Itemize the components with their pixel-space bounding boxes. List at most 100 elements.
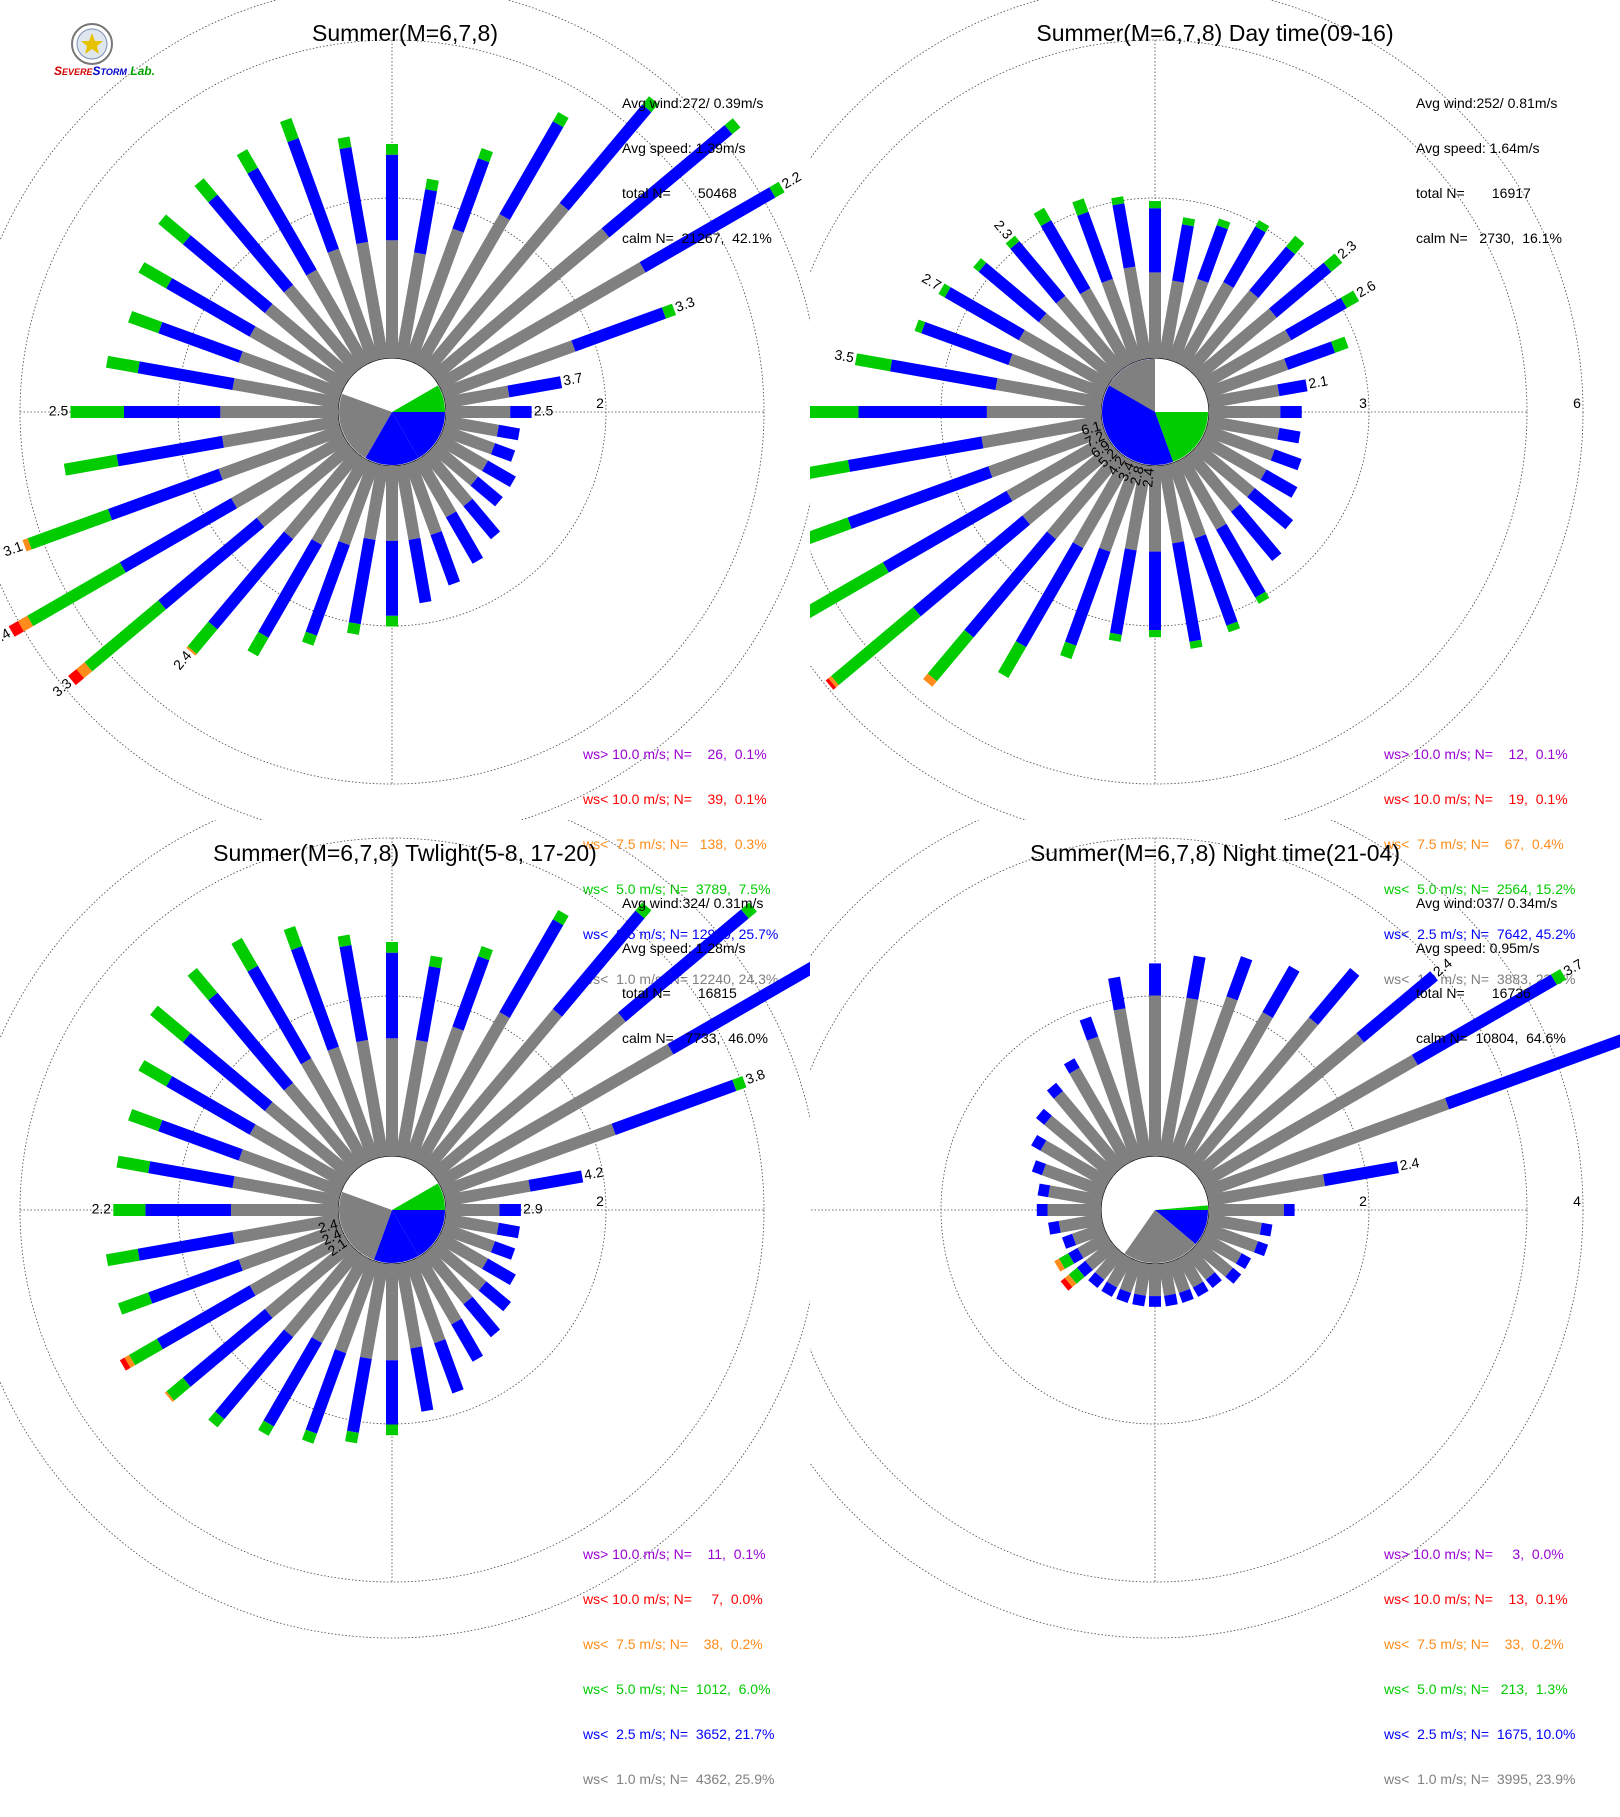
bar-segment-lt1 bbox=[1101, 278, 1143, 364]
bar-segment-lt1 bbox=[444, 1213, 499, 1235]
bar-segment-lt7_5 bbox=[186, 646, 197, 656]
bar-segment-lt5 bbox=[113, 1204, 146, 1216]
bar-segment-lt1 bbox=[413, 1011, 510, 1167]
bar-segment-lt1 bbox=[1207, 415, 1280, 440]
direction-bar bbox=[1060, 1240, 1118, 1291]
direction-bar bbox=[1198, 1231, 1252, 1269]
bar-segment-lt1 bbox=[1006, 433, 1112, 502]
bar-segment-lt2_5 bbox=[1172, 224, 1194, 283]
direction-bar bbox=[116, 1155, 340, 1207]
bar-segment-lt1 bbox=[435, 433, 489, 471]
bar-segment-lt2_5 bbox=[1223, 226, 1266, 288]
bar-segment-lt2_5 bbox=[215, 1329, 294, 1420]
direction-bar bbox=[1192, 971, 1438, 1180]
bar-label: 2.6 bbox=[1354, 277, 1379, 301]
bar-segment-lt2_5 bbox=[858, 406, 987, 418]
bar-segment-lt2_5 bbox=[1230, 504, 1282, 562]
direction-bar bbox=[1036, 1204, 1101, 1216]
bar-segment-lt2_5 bbox=[913, 515, 1031, 617]
calm-wedge bbox=[1155, 1210, 1208, 1245]
radial-tick-label: 4 bbox=[1573, 1193, 1581, 1209]
bar-segment-lt5 bbox=[1005, 235, 1020, 249]
windrose-panel-twilight: 2462.53.84.22.92.22.42.42.1 Summer(M=6,7… bbox=[0, 820, 810, 1787]
stat-total-n: total N= 50468 bbox=[622, 185, 737, 201]
bar-segment-lt2_5 bbox=[1149, 963, 1161, 996]
bar-segment-lt1 bbox=[264, 1240, 355, 1319]
bar-segment-lt2_5 bbox=[1270, 449, 1302, 471]
bar-segment-lt2_5 bbox=[1284, 341, 1336, 370]
bar-segment-lt1 bbox=[1203, 1222, 1259, 1253]
bar-segment-lt1 bbox=[395, 1262, 423, 1349]
bar-segment-lt2_5 bbox=[148, 1259, 243, 1304]
bar-segment-lt1 bbox=[1069, 1067, 1134, 1167]
bar-segment-lt1 bbox=[446, 406, 511, 418]
legend-lt2_5: ws< 2.5 m/s; N= 3652, 21.7% bbox=[583, 1726, 775, 1742]
direction-bar bbox=[810, 415, 1103, 502]
stat-avg-speed: Avg speed: 1.39m/s bbox=[622, 140, 746, 156]
direction-bar bbox=[1036, 1108, 1118, 1180]
bar-segment-lt1 bbox=[283, 1247, 362, 1338]
bar-segment-lt1 bbox=[283, 284, 362, 375]
bar-segment-lt2_5 bbox=[496, 424, 520, 441]
direction-bar bbox=[1208, 1204, 1295, 1216]
bar-segment-lt2_5 bbox=[339, 147, 369, 244]
bar-segment-lt1 bbox=[232, 1176, 340, 1207]
bar-segment-lt1 bbox=[1158, 1262, 1176, 1296]
direction-bar bbox=[337, 136, 389, 360]
stat-calm-n: calm N= 10804, 64.6% bbox=[1416, 1030, 1566, 1046]
direction-bar bbox=[825, 442, 1118, 690]
bar-segment-lt1 bbox=[359, 1262, 389, 1360]
bar-segment-lt1 bbox=[249, 326, 349, 391]
bar-segment-lt2_5 bbox=[496, 1222, 520, 1239]
bar-segment-lt1 bbox=[386, 240, 398, 358]
direction-bar bbox=[429, 902, 757, 1180]
bar-segment-lt2_5 bbox=[386, 1360, 398, 1425]
bar-segment-lt1 bbox=[1123, 266, 1152, 360]
direction-bar bbox=[1203, 336, 1349, 400]
direction-bar bbox=[440, 1076, 747, 1198]
bar-segment-lt2_5 bbox=[482, 460, 516, 487]
bar-segment-lt7_5 bbox=[76, 662, 93, 679]
bar-segment-lt1 bbox=[1167, 996, 1238, 1162]
direction-bar bbox=[395, 1262, 434, 1412]
bar-segment-lt1 bbox=[422, 1009, 562, 1173]
bar-segment-lt1 bbox=[283, 1082, 362, 1173]
direction-bar bbox=[444, 1213, 520, 1239]
legend-lt1: ws< 1.0 m/s; N= 3883, 23.0% bbox=[1384, 971, 1576, 987]
bar-segment-lt2_5 bbox=[305, 541, 350, 636]
direction-bar bbox=[247, 455, 371, 657]
bar-segment-lt5 bbox=[128, 311, 163, 334]
bar-segment-lt2_5 bbox=[1046, 1082, 1063, 1099]
bar-segment-lt1 bbox=[334, 1258, 380, 1354]
bar-segment-lt1 bbox=[444, 1179, 531, 1207]
bar-segment-lt2_5 bbox=[1225, 1267, 1242, 1284]
bar-segment-lt5 bbox=[1255, 220, 1270, 233]
bar-segment-lt2_5 bbox=[166, 1076, 256, 1135]
bar-segment-lt1 bbox=[995, 378, 1103, 409]
direction-bar bbox=[1192, 442, 1294, 530]
legend: ws> 10.0 m/s; N= 12, 0.1% ws< 10.0 m/s; … bbox=[1384, 717, 1575, 1017]
bar-segment-lt1 bbox=[444, 415, 499, 437]
bar-segment-lt2_5 bbox=[1260, 469, 1298, 498]
direction-bar bbox=[1037, 1183, 1103, 1207]
bar-label: 2.5 bbox=[49, 403, 69, 419]
bar-segment-lt1 bbox=[413, 1253, 462, 1325]
bar-segment-lt1 bbox=[1056, 295, 1125, 375]
direction-bar bbox=[444, 415, 520, 441]
bar-segment-lt2_5 bbox=[847, 436, 984, 472]
bar-segment-lt2_5 bbox=[1411, 974, 1557, 1066]
direction-bar bbox=[914, 319, 1107, 400]
bar-segment-lt2_5 bbox=[1192, 1281, 1209, 1297]
bar-segment-lt2_5 bbox=[124, 406, 221, 418]
bar-segment-lt2_5 bbox=[148, 1161, 235, 1188]
direction-bar bbox=[1108, 464, 1152, 642]
bar-segment-lt2_5 bbox=[339, 945, 369, 1042]
legend-lt7_5: ws< 7.5 m/s; N= 38, 0.2% bbox=[583, 1636, 763, 1652]
stat-avg-wind: Avg wind:272/ 0.39m/s bbox=[622, 95, 764, 111]
bar-segment-lt5 bbox=[302, 1429, 317, 1444]
direction-bar bbox=[386, 1264, 398, 1436]
legend-lt10: ws< 10.0 m/s; N= 13, 0.1% bbox=[1384, 1591, 1568, 1607]
direction-bar bbox=[280, 117, 380, 364]
bar-segment-lt1 bbox=[435, 1044, 674, 1189]
bar-segment-lt1 bbox=[395, 252, 426, 360]
